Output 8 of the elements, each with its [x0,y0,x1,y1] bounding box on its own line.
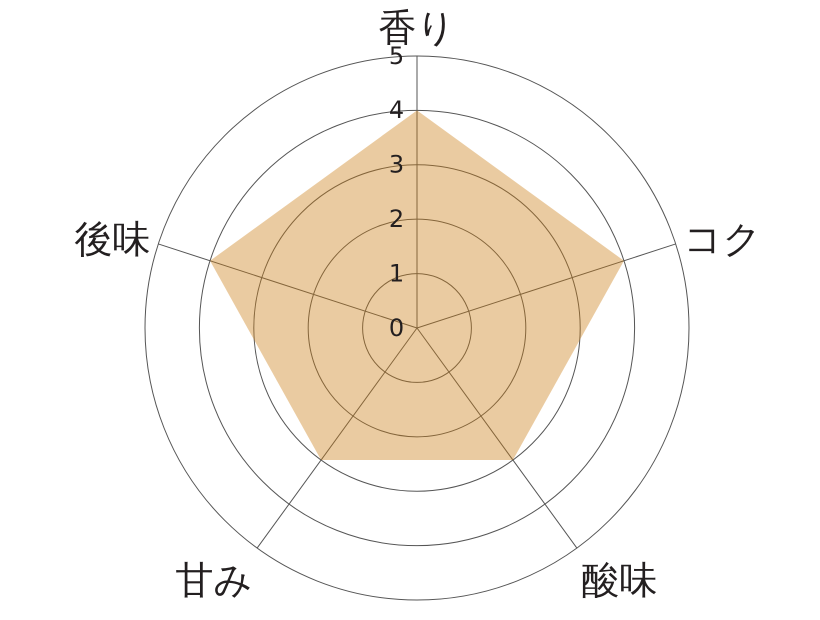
y-tick-label: 2 [388,205,404,233]
spoke-label: コク [683,216,762,261]
spoke-label: 後味 [74,216,151,261]
spoke-label: 酸味 [582,558,658,602]
y-tick-label: 1 [388,259,404,288]
y-tick-label: 0 [388,314,404,342]
spoke-label: 甘み [175,558,252,602]
y-tick-label: 3 [388,150,404,179]
